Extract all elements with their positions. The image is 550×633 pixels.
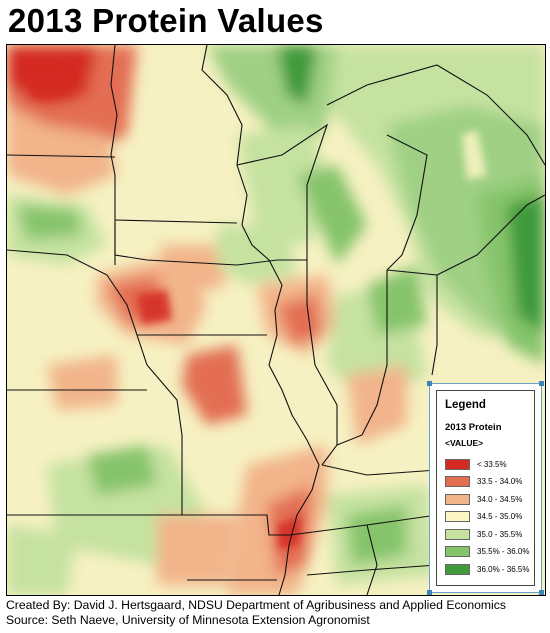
legend-swatch bbox=[445, 511, 470, 522]
credit-line-source: Source: Seth Naeve, University of Minnes… bbox=[6, 613, 370, 627]
legend-swatch bbox=[445, 563, 470, 575]
legend-handle[interactable] bbox=[427, 590, 432, 595]
legend-class-row: 34.5 - 35.0% bbox=[445, 510, 522, 524]
map-title: 2013 Protein Values bbox=[8, 2, 324, 39]
legend-class-row: 36.0% - 36.5% bbox=[445, 562, 529, 576]
legend-class-label: 34.5 - 35.0% bbox=[477, 512, 523, 521]
legend-class-label: 35.5% - 36.0% bbox=[477, 547, 530, 556]
legend-value-header: <VALUE> bbox=[445, 438, 484, 448]
legend-class-row: 34.0 - 34.5% bbox=[445, 492, 522, 506]
credits: Created By: David J. Hertsgaard, NDSU De… bbox=[6, 598, 506, 628]
legend-swatch bbox=[445, 476, 470, 487]
legend-class-label: 36.0% - 36.5% bbox=[477, 564, 530, 574]
legend[interactable]: Legend 2013 Protein <VALUE> < 33.5% 33.5 … bbox=[427, 381, 544, 595]
legend-swatch bbox=[445, 528, 470, 540]
protein-map bbox=[6, 44, 546, 596]
legend-class-row: 33.5 - 34.0% bbox=[445, 475, 522, 489]
credit-line-author: Created By: David J. Hertsgaard, NDSU De… bbox=[6, 598, 506, 612]
legend-title: Legend bbox=[445, 399, 486, 411]
legend-inner-frame: Legend 2013 Protein <VALUE> < 33.5% 33.5 … bbox=[436, 390, 535, 586]
legend-class-label: 35.0 - 35.5% bbox=[477, 529, 523, 539]
legend-handle[interactable] bbox=[539, 381, 544, 386]
legend-handle[interactable] bbox=[427, 381, 432, 386]
legend-class-label: 34.0 - 34.5% bbox=[477, 494, 523, 504]
legend-class-row: 35.0 - 35.5% bbox=[445, 527, 522, 541]
legend-class-row: 35.5% - 36.0% bbox=[445, 545, 529, 559]
legend-handle[interactable] bbox=[539, 590, 544, 595]
legend-class-label: < 33.5% bbox=[477, 459, 507, 469]
legend-swatch bbox=[445, 493, 470, 505]
legend-layer-name: 2013 Protein bbox=[445, 422, 502, 433]
legend-swatch bbox=[445, 458, 470, 470]
legend-class-row: < 33.5% bbox=[445, 457, 507, 471]
legend-swatch bbox=[445, 546, 470, 557]
legend-class-label: 33.5 - 34.0% bbox=[477, 477, 523, 486]
